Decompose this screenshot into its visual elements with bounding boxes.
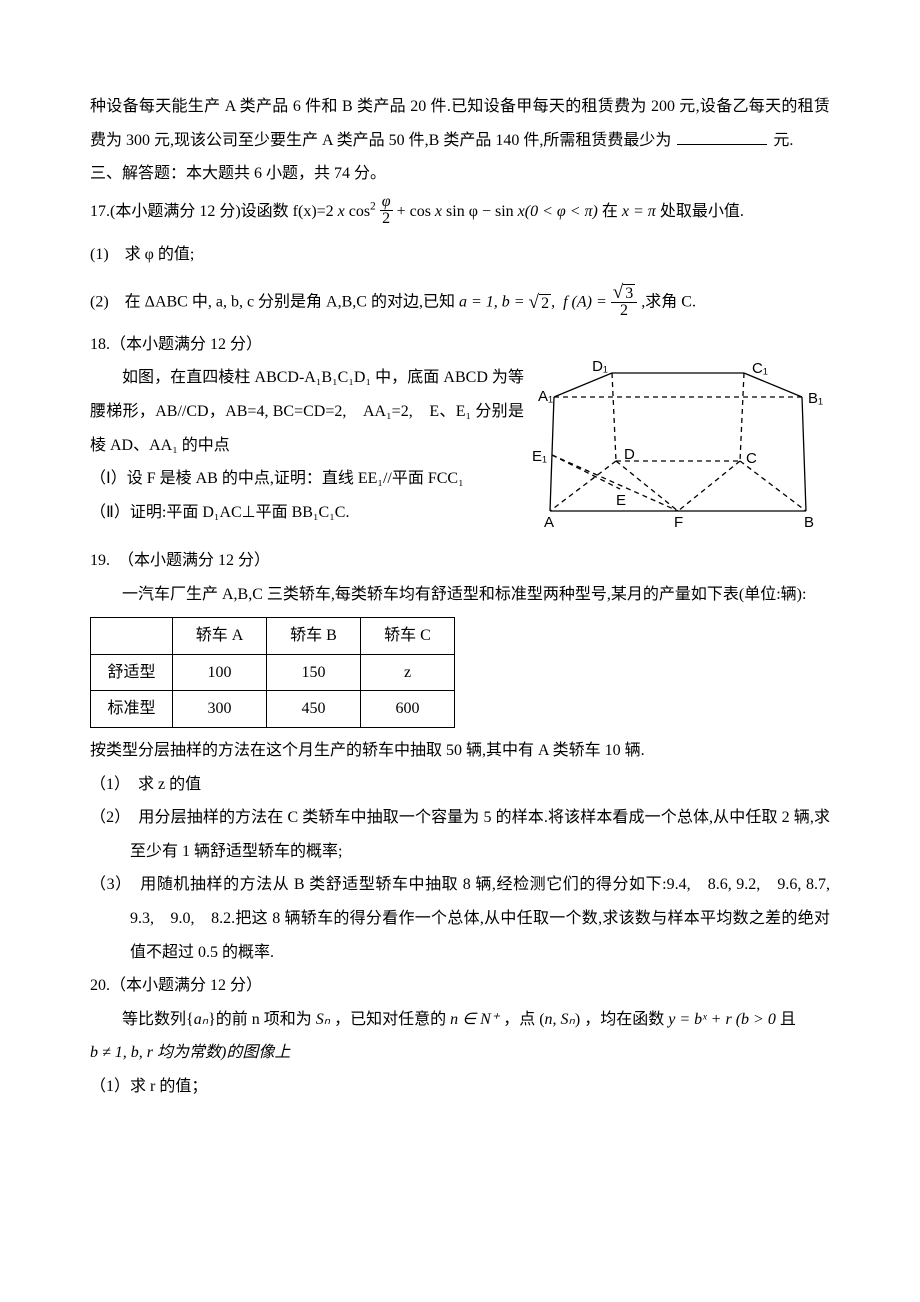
q17-sub1: (1) 求 φ 的值;: [90, 238, 830, 272]
car-table: 轿车 A轿车 B轿车 C舒适型100150z标准型300450600: [90, 617, 455, 728]
table-row: 标准型300450600: [91, 691, 455, 728]
q19-head: 19. （本小题满分 12 分）: [90, 544, 830, 578]
q18-body: 如图，在直四棱柱 ABCD-A₁B₁C₁D₁ 中，底面 ABCD 为等腰梯形，A…: [90, 361, 830, 544]
table-cell: 450: [267, 691, 361, 728]
table-header-cell: 轿车 C: [361, 618, 455, 655]
svg-text:F: F: [674, 514, 683, 531]
table-header-cell: 轿车 B: [267, 618, 361, 655]
table-cell: 300: [173, 691, 267, 728]
blank-fill[interactable]: [677, 128, 767, 145]
prism-figure: D₁ C₁ A₁ B₁ E₁ D C A F B E: [530, 361, 830, 531]
q18-desc: 如图，在直四棱柱 ABCD-A₁B₁C₁D₁ 中，底面 ABCD 为等腰梯形，A…: [90, 361, 524, 462]
q19-lead: 一汽车厂生产 A,B,C 三类轿车,每类轿车均有舒适型和标准型两种型号,某月的产…: [90, 578, 830, 612]
svg-text:D: D: [624, 446, 635, 463]
q19-after: 按类型分层抽样的方法在这个月生产的轿车中抽取 50 辆,其中有 A 类轿车 10…: [90, 734, 830, 768]
q16-tail: 元.: [773, 132, 793, 149]
q17-line: 17.(本小题满分 12 分)设函数 f(x)=2 x cos2 φ2 + co…: [90, 191, 830, 233]
q17-lead: 17.(本小题满分 12 分)设函数 f(x)=2: [90, 203, 334, 220]
table-row: 舒适型100150z: [91, 654, 455, 691]
q18-i2: （Ⅱ）证明:平面 D₁AC⊥平面 BB₁C₁C.: [90, 496, 524, 530]
table-header-cell: [91, 618, 173, 655]
svg-text:C: C: [746, 450, 757, 467]
table-cell: 600: [361, 691, 455, 728]
sqrt-2: √2: [529, 278, 552, 328]
table-cell: 舒适型: [91, 654, 173, 691]
q20-s1: （1）求 r 的值；: [90, 1070, 830, 1104]
q20-line2: b ≠ 1, b, r 均为常数)的图像上: [90, 1036, 830, 1070]
q18-head: 18.（本小题满分 12 分）: [90, 328, 830, 362]
q19-s1: （1） 求 z 的值: [90, 768, 830, 802]
svg-text:B₁: B₁: [808, 390, 823, 407]
svg-text:E: E: [616, 492, 626, 509]
svg-text:A₁: A₁: [538, 388, 553, 405]
q19-s2: （2） 用分层抽样的方法在 C 类轿车中抽取一个容量为 5 的样本.将该样本看成…: [90, 801, 830, 868]
table-cell: 100: [173, 654, 267, 691]
frac-phi-2: φ2: [380, 194, 393, 227]
q17-sub2: (2) 在 ΔABC 中, a, b, c 分别是角 A,B,C 的对边,已知 …: [90, 278, 830, 328]
frac-sqrt3-2: √32: [611, 283, 638, 319]
q20-line1: 等比数列{aₙ}的前 n 项和为 Sₙ ，已知对任意的 n ∈ N⁺ ，点 (n…: [90, 1003, 830, 1037]
table-header-cell: 轿车 A: [173, 618, 267, 655]
q18-i1: （Ⅰ）设 F 是棱 AB 的中点,证明：直线 EE₁//平面 FCC₁: [90, 462, 524, 496]
svg-text:E₁: E₁: [532, 448, 547, 465]
svg-text:A: A: [544, 514, 554, 531]
table-cell: 150: [267, 654, 361, 691]
q20-head: 20.（本小题满分 12 分）: [90, 969, 830, 1003]
q16-line: 种设备每天能生产 A 类产品 6 件和 B 类产品 20 件.已知设备甲每天的租…: [90, 90, 830, 157]
table-cell: z: [361, 654, 455, 691]
svg-text:D₁: D₁: [592, 361, 608, 375]
svg-text:B: B: [804, 514, 814, 531]
table-cell: 标准型: [91, 691, 173, 728]
q19-s3: （3） 用随机抽样的方法从 B 类舒适型轿车中抽取 8 辆,经检测它们的得分如下…: [90, 868, 830, 969]
section-3-heading: 三、解答题：本大题共 6 小题，共 74 分。: [90, 157, 830, 191]
svg-text:C₁: C₁: [752, 361, 768, 377]
